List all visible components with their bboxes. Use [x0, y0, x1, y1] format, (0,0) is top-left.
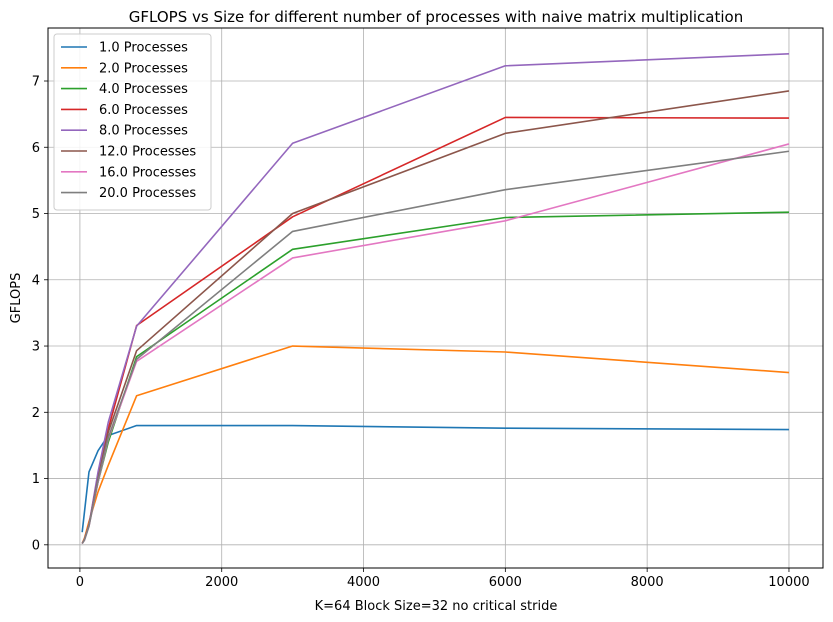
legend-label: 2.0 Processes — [99, 61, 188, 76]
x-tick-label: 0 — [76, 575, 84, 590]
chart-title: GFLOPS vs Size for different number of p… — [129, 8, 743, 26]
y-tick-label: 1 — [32, 472, 40, 487]
y-tick-label: 6 — [32, 141, 40, 156]
legend-label: 20.0 Processes — [99, 186, 196, 201]
y-tick-label: 4 — [32, 273, 40, 288]
x-tick-label: 8000 — [631, 575, 664, 590]
y-tick-label: 3 — [32, 340, 40, 355]
legend-label: 6.0 Processes — [99, 103, 188, 118]
x-tick-label: 10000 — [768, 575, 809, 590]
series-line-7 — [81, 150, 790, 544]
y-tick-label: 5 — [32, 207, 40, 222]
series-lines — [81, 53, 790, 544]
x-tick-label: 2000 — [205, 575, 238, 590]
plot-frame — [47, 27, 824, 569]
x-tick-label: 4000 — [347, 575, 380, 590]
y-tick-label: 2 — [32, 406, 40, 421]
y-tick-label: 0 — [32, 538, 40, 553]
legend-label: 1.0 Processes — [99, 41, 188, 56]
x-tick-label: 6000 — [489, 575, 522, 590]
axis-ticks: 0 2000 4000 6000 8000 10000 0 1 2 3 4 5 6 7 — [32, 75, 810, 590]
legend-label: 16.0 Processes — [99, 165, 196, 180]
legend-frame — [53, 33, 212, 211]
legend: 1.0 Processes 2.0 Processes 4.0 Processes 6… — [53, 33, 212, 211]
legend-label: 12.0 Processes — [99, 145, 196, 160]
legend-label: 4.0 Processes — [99, 82, 188, 97]
x-axis-label: K=64 Block Size=32 no critical stride — [315, 599, 558, 614]
legend-label: 8.0 Processes — [99, 124, 188, 139]
y-tick-label: 7 — [32, 75, 40, 90]
y-axis-label: GFLOPS — [9, 273, 24, 324]
